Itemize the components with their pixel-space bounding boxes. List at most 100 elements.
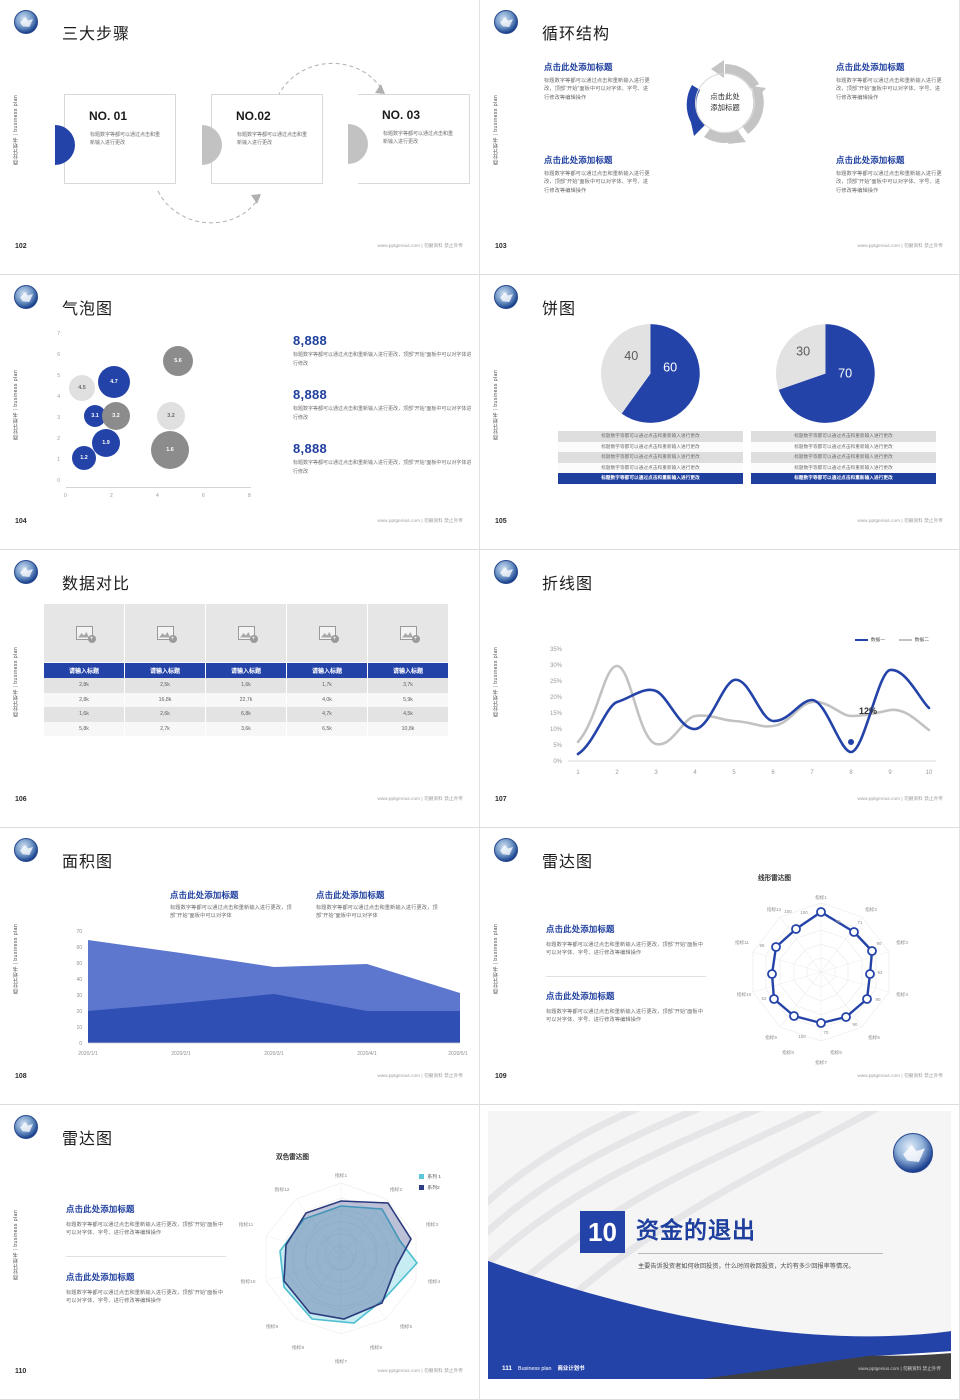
add-image-icon: [318, 626, 339, 643]
table-row: 5,8k 2,7k 3,6k 6,5k 10,8k: [44, 721, 448, 736]
image-cell[interactable]: [287, 604, 367, 662]
bubble-3: 3.1: [84, 405, 106, 427]
cycle-block-4[interactable]: 点击此处添加标题 标题数字等都可以通过点击和重新输入进行更改，顶部“开始”面板中…: [836, 154, 944, 195]
university-emblem-icon: [494, 285, 518, 309]
page-number: 105: [495, 518, 507, 525]
bubble-1: 1.2: [72, 446, 96, 470]
slide-111: 10 资金的退出 主要告诉投资者如何收回投资，什么时间收回投资，大约有多少回报率…: [480, 1105, 960, 1400]
radar-block-2[interactable]: 点击此处添加标题 标题数字等都可以通过点击和重新输入进行更改，顶部“开始”面板中…: [546, 986, 706, 1025]
cycle-block-3[interactable]: 点击此处添加标题 标题数字等都可以通过点击和重新输入进行更改，顶部“开始”面板中…: [836, 61, 944, 102]
legend-row[interactable]: 标题数字等都可以通过点击和重新输入进行更改: [558, 462, 743, 473]
university-emblem-icon: [494, 838, 518, 862]
bubble-2: 1.9: [92, 429, 120, 457]
table-cell: 1,6k: [44, 707, 124, 722]
y-tick-3: 3: [57, 415, 60, 421]
step-card-2[interactable]: NO.02 标题数字等都可以通过点击和重新输入进行更改: [202, 94, 323, 184]
svg-text:指标9: 指标9: [765, 1034, 777, 1041]
stat-block-3[interactable]: 8,888 标题数字等都可以通过点击和重新输入进行更改，顶部“开始”面板中可以对…: [293, 441, 471, 476]
table-cell: 4,7k: [287, 707, 367, 722]
title-rule: [638, 1253, 883, 1254]
university-emblem-icon: [14, 1115, 38, 1139]
image-cell[interactable]: [125, 604, 205, 662]
stat-block-2[interactable]: 8,888 标题数字等都可以通过点击和重新输入进行更改，顶部“开始”面板中可以对…: [293, 387, 471, 422]
svg-text:80: 80: [836, 919, 841, 924]
column-header[interactable]: 请输入标题: [206, 663, 286, 678]
radar-heading-1: 点击此处添加标题: [546, 924, 615, 934]
legend-item-series-1[interactable]: 系列 1: [419, 1173, 441, 1180]
column-header[interactable]: 请输入标题: [44, 663, 124, 678]
footer-note: www.pptgenius.com | 勿删资料 禁止外传: [377, 1073, 463, 1078]
svg-text:90: 90: [877, 941, 882, 946]
legend-row[interactable]: 标题数字等都可以通过点击和重新输入进行更改: [558, 431, 743, 442]
y-tick-1: 1: [57, 457, 60, 463]
svg-text:70: 70: [824, 1030, 829, 1035]
legend-row[interactable]: 标题数字等都可以通过点击和重新输入进行更改: [751, 441, 936, 452]
image-cell[interactable]: [206, 604, 286, 662]
area-body-1: 标题数字等都可以通过点击和重新输入进行更改，顶部“开始”面板中可以对字体: [170, 905, 292, 920]
university-emblem-icon: [14, 285, 38, 309]
legend-row[interactable]: 标题数字等都可以通过点击和重新输入进行更改: [558, 452, 743, 463]
cycle-block-1[interactable]: 点击此处添加标题 标题数字等都可以通过点击和重新输入进行更改，顶部“开始”面板中…: [544, 61, 652, 102]
cycle-body-2: 标题数字等都可以通过点击和重新输入进行更改，顶部“开始”面板中可以对字体、字号、…: [544, 171, 650, 194]
section-cover: 10 资金的退出 主要告诉投资者如何收回投资，什么时间收回投资，大约有多少回报率…: [488, 1111, 951, 1379]
svg-text:60: 60: [76, 945, 82, 951]
slide-104: 商业计划书 | business plan 气泡图 7 6 5 4 3 2 1 …: [0, 275, 480, 550]
table-cell: 16,8k: [125, 692, 205, 707]
legend-swatch-icon: [419, 1185, 425, 1190]
svg-text:指标1: 指标1: [815, 894, 827, 901]
svg-text:指标11: 指标11: [239, 1221, 254, 1228]
radar-block-1[interactable]: 点击此处添加标题 标题数字等都可以通过点击和重新输入进行更改，顶部“开始”面板中…: [66, 1199, 226, 1238]
column-header[interactable]: 请输入标题: [287, 663, 367, 678]
divider: [546, 976, 706, 977]
legend-item-series-2[interactable]: 数据二: [898, 636, 929, 643]
column-header[interactable]: 请输入标题: [125, 663, 205, 678]
radar-body-1: 标题数字等都可以通过点击和重新输入进行更改，顶部“开始”面板中可以对字体、字号、…: [66, 1222, 223, 1237]
area-heading-2[interactable]: 点击此处添加标题 标题数字等都可以通过点击和重新输入进行更改，顶部“开始”面板中…: [316, 889, 444, 921]
column-header[interactable]: 请输入标题: [368, 663, 448, 678]
svg-text:50: 50: [76, 961, 82, 967]
stat-block-1[interactable]: 8,888 标题数字等都可以通过点击和重新输入进行更改，顶部“开始”面板中可以对…: [293, 333, 471, 368]
svg-text:2020/3/1: 2020/3/1: [264, 1051, 284, 1057]
legend-row-highlight[interactable]: 标题数字等都可以通过点击和重新输入进行更改: [751, 473, 936, 484]
svg-text:指标5: 指标5: [868, 1034, 880, 1041]
table-cell: 4,5k: [368, 707, 448, 722]
slide-108: 商业计划书 | business plan 面积图 点击此处添加标题 标题数字等…: [0, 828, 480, 1105]
radar-block-1[interactable]: 点击此处添加标题 标题数字等都可以通过点击和重新输入进行更改，顶部“开始”面板中…: [546, 919, 706, 958]
cycle-body-1: 标题数字等都可以通过点击和重新输入进行更改，顶部“开始”面板中可以对字体、字号、…: [544, 78, 650, 101]
footer-note: www.pptgenius.com | 勿删资料 禁止外传: [857, 518, 943, 523]
pie-chart-left: 60 40: [601, 324, 700, 423]
chart-title: 双色雷达图: [276, 1154, 309, 1161]
page-number: 104: [15, 518, 27, 525]
legend-row[interactable]: 标题数字等都可以通过点击和重新输入进行更改: [751, 452, 936, 463]
slide-110: 商业计划书 | business plan 雷达图 双色雷达图 点击此处添加标题…: [0, 1105, 480, 1400]
svg-text:指标3: 指标3: [426, 1221, 439, 1228]
legend-row[interactable]: 标题数字等都可以通过点击和重新输入进行更改: [751, 431, 936, 442]
stat-number-1: 8,888: [293, 333, 328, 348]
legend-item-series-1[interactable]: 数据一: [854, 636, 885, 643]
legend-row-highlight[interactable]: 标题数字等都可以通过点击和重新输入进行更改: [558, 473, 743, 484]
radar-block-2[interactable]: 点击此处添加标题 标题数字等都可以通过点击和重新输入进行更改，顶部“开始”面板中…: [66, 1267, 226, 1306]
area-heading-1[interactable]: 点击此处添加标题 标题数字等都可以通过点击和重新输入进行更改，顶部“开始”面板中…: [170, 889, 298, 921]
legend-item-series-2[interactable]: 系列2: [419, 1184, 441, 1191]
step-card-3[interactable]: NO. 03 标题数字等都可以通过点击和重新输入进行更改: [348, 94, 470, 184]
svg-text:25%: 25%: [550, 679, 563, 685]
vertical-sidebar-label: 商业计划书 | business plan: [13, 94, 19, 166]
cycle-block-2[interactable]: 点击此处添加标题 标题数字等都可以通过点击和重新输入进行更改，顶部“开始”面板中…: [544, 154, 652, 195]
table-row: 2,8k 16,8k 22,7k 4,0k 5,9k: [44, 692, 448, 707]
page-number: 111: [502, 1365, 512, 1372]
svg-text:6: 6: [771, 770, 775, 776]
image-cell[interactable]: [368, 604, 448, 662]
page-number: 107: [495, 796, 507, 803]
legend-row[interactable]: 标题数字等都可以通过点击和重新输入进行更改: [751, 462, 936, 473]
svg-text:8: 8: [849, 770, 853, 776]
step-card-1[interactable]: NO. 01 标题数字等都可以通过点击和重新输入进行更改: [55, 94, 176, 184]
legend-row[interactable]: 标题数字等都可以通过点击和重新输入进行更改: [558, 441, 743, 452]
stat-text-3: 标题数字等都可以通过点击和重新输入进行更改，顶部“开始”面板中可以对字体进行修改: [293, 460, 471, 475]
image-cell[interactable]: [44, 604, 124, 662]
svg-text:指标4: 指标4: [896, 991, 908, 998]
radar-chart-line: 指标1 指标2 指标3 指标4 指标5 指标6 指标7 指标8 指标9 指标10 指标11 指标…: [735, 894, 908, 1066]
svg-text:指标6: 指标6: [830, 1049, 842, 1056]
radar-heading-1: 点击此处添加标题: [66, 1204, 135, 1214]
svg-text:指标11: 指标11: [735, 939, 749, 946]
